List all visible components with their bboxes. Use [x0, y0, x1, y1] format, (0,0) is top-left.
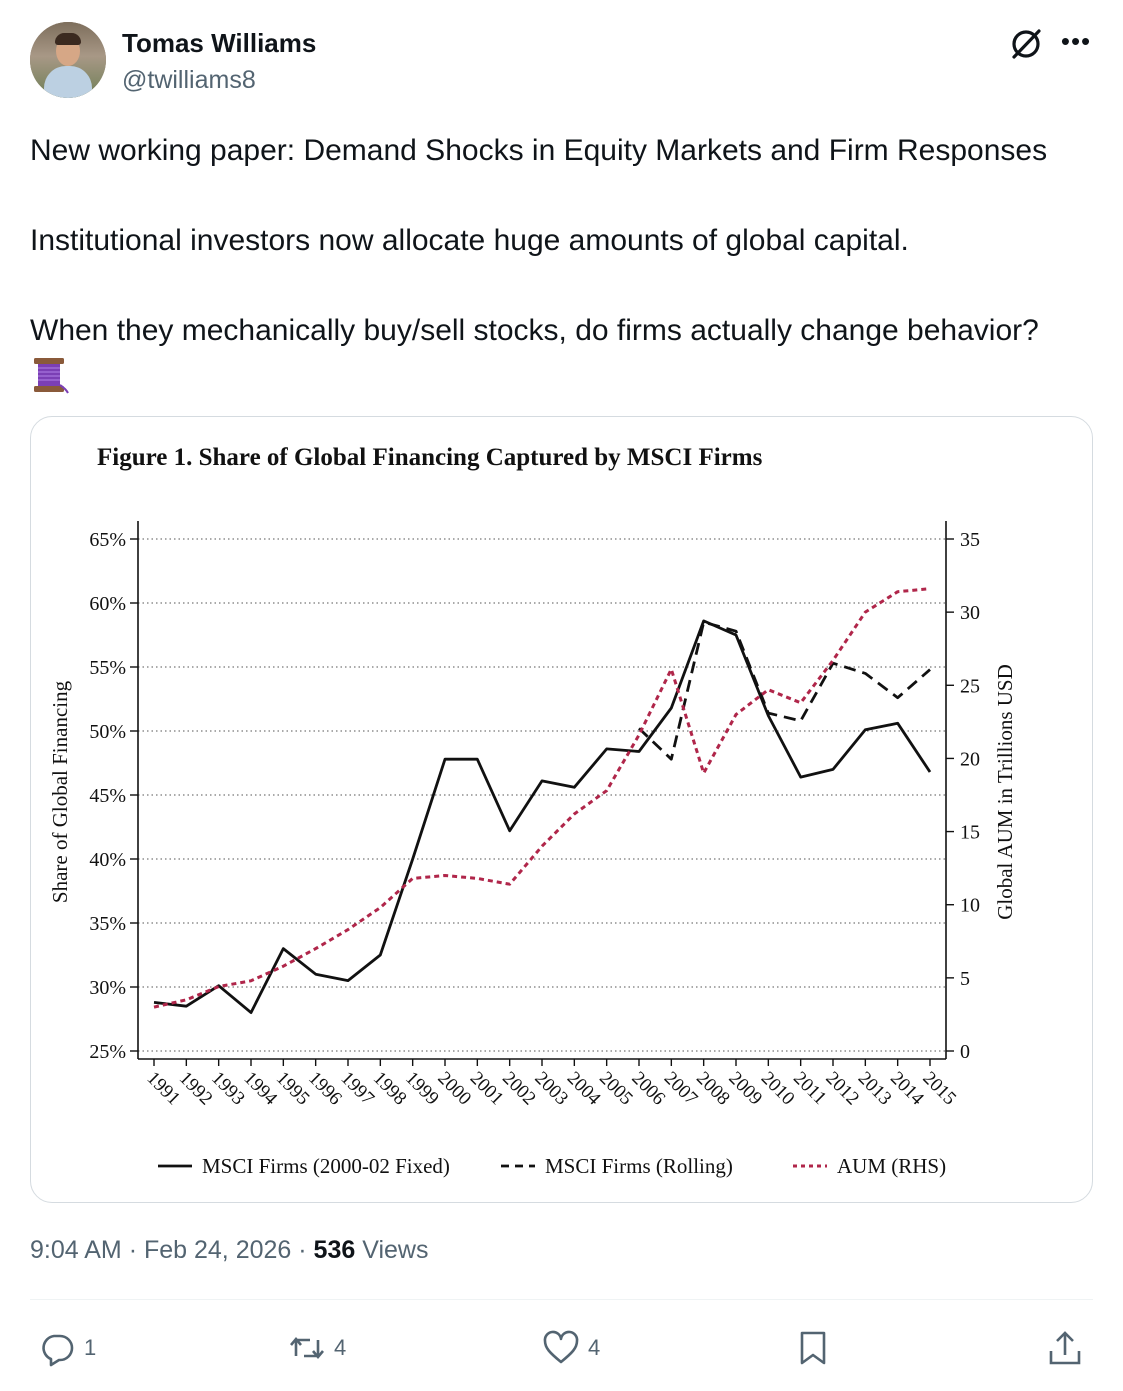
series-line-3 — [153, 587, 931, 1009]
tweet-date[interactable]: Feb 24, 2026 — [143, 1236, 292, 1264]
share-icon — [1049, 1331, 1081, 1365]
x-tick-label: 2011 — [789, 1068, 830, 1109]
x-tick-label: 1994 — [239, 1068, 281, 1110]
y-tick-label: 60% — [89, 593, 126, 615]
x-tick-label: 1996 — [304, 1068, 346, 1110]
x-tick-label: 2009 — [724, 1068, 766, 1110]
bookmark-icon — [800, 1331, 826, 1365]
x-tick-label: 2002 — [498, 1068, 540, 1110]
y-tick-label: 65% — [89, 529, 126, 551]
y2-axis-label: Global AUM in Trillions USD — [993, 664, 1017, 920]
tweet-line-2: Institutional investors now allocate hug… — [30, 224, 909, 257]
series-line-1 — [153, 619, 932, 1014]
y2-tick-label: 15 — [960, 822, 980, 844]
x-tick-label: 2012 — [821, 1068, 863, 1110]
y2-tick-label: 25 — [960, 675, 980, 697]
chart-card[interactable]: Figure 1. Share of Global Financing Capt… — [30, 416, 1093, 1203]
y-tick-label: 40% — [89, 849, 126, 871]
x-tick-label: 2004 — [563, 1068, 605, 1110]
x-tick-label: 1995 — [272, 1068, 314, 1110]
legend-label-1: MSCI Firms (2000-02 Fixed) — [202, 1154, 450, 1178]
grok-icon[interactable] — [1008, 26, 1044, 62]
views-count: 536 — [313, 1236, 356, 1264]
tweet-time[interactable]: 9:04 AM — [30, 1236, 122, 1264]
x-tick-label: 2013 — [854, 1068, 896, 1110]
divider — [30, 1299, 1093, 1300]
like-icon — [543, 1330, 579, 1364]
y-tick-label: 25% — [89, 1041, 126, 1063]
avatar[interactable] — [30, 22, 106, 98]
x-tick-label: 2003 — [530, 1068, 572, 1110]
x-tick-label: 2000 — [433, 1068, 475, 1110]
retweet-count: 4 — [334, 1335, 347, 1360]
x-tick-label: 1991 — [142, 1068, 184, 1110]
x-tick-label: 2005 — [595, 1068, 637, 1110]
chart-legend: MSCI Firms (2000-02 Fixed) MSCI Firms (Ro… — [158, 1154, 946, 1178]
bookmark-button[interactable] — [794, 1320, 832, 1376]
x-tick-label: 1999 — [401, 1068, 443, 1110]
legend-label-3: AUM (RHS) — [837, 1154, 946, 1178]
x-tick-label: 1998 — [369, 1068, 411, 1110]
y-tick-label: 45% — [89, 785, 126, 807]
author-handle[interactable]: @twilliams8 — [122, 66, 256, 94]
x-tick-label: 1997 — [336, 1068, 378, 1110]
share-button[interactable] — [1046, 1320, 1084, 1376]
x-tick-label: 2014 — [886, 1068, 928, 1110]
x-tick-label: 2001 — [466, 1068, 508, 1110]
tweet-line-1: New working paper: Demand Shocks in Equi… — [30, 134, 1048, 167]
y-tick-label: 35% — [89, 913, 126, 935]
y2-tick-label: 30 — [960, 602, 980, 624]
tweet-meta: 9:04 AM · Feb 24, 2026 · 536 Views — [30, 1236, 429, 1264]
legend-label-2: MSCI Firms (Rolling) — [545, 1154, 733, 1178]
author-name[interactable]: Tomas Williams — [122, 28, 317, 58]
chart: Figure 1. Share of Global Financing Capt… — [48, 444, 1017, 1178]
x-tick-label: 2008 — [692, 1068, 734, 1110]
x-tick-label: 2006 — [627, 1068, 669, 1110]
x-tick-label: 2007 — [660, 1068, 702, 1110]
like-button[interactable]: 4 — [542, 1320, 600, 1376]
x-tick-label: 2015 — [918, 1068, 960, 1110]
y2-tick-label: 20 — [960, 748, 980, 770]
more-icon[interactable]: ••• — [1060, 26, 1092, 56]
y-axis-label: Share of Global Financing — [48, 680, 72, 903]
x-tick-label: 2010 — [757, 1068, 799, 1110]
y2-tick-label: 0 — [960, 1041, 970, 1063]
tweet-text: New working paper: Demand Shocks in Equi… — [30, 128, 1105, 395]
y2-tick-label: 10 — [960, 895, 980, 917]
reply-count: 1 — [84, 1335, 97, 1360]
series-line-2 — [638, 620, 931, 761]
reply-icon — [42, 1334, 74, 1367]
y-tick-label: 55% — [89, 657, 126, 679]
y2-tick-label: 5 — [960, 968, 970, 990]
x-tick-label: 1992 — [175, 1068, 217, 1110]
retweet-button[interactable]: 4 — [288, 1320, 346, 1376]
tweet-header: Tomas Williams @twilliams8 ••• — [30, 22, 1100, 102]
y-tick-label: 50% — [89, 721, 126, 743]
tweet-line-3: When they mechanically buy/sell stocks, … — [30, 314, 1039, 347]
action-bar: 1 4 4 — [30, 1320, 1093, 1380]
y2-tick-label: 35 — [960, 529, 980, 551]
retweet-icon — [290, 1336, 324, 1360]
thread-spool-icon — [34, 358, 69, 394]
reply-button[interactable]: 1 — [38, 1320, 96, 1376]
views-label: Views — [362, 1236, 429, 1264]
like-count: 4 — [588, 1335, 601, 1360]
x-tick-label: 1993 — [207, 1068, 249, 1110]
y-tick-label: 30% — [89, 977, 126, 999]
chart-title: Figure 1. Share of Global Financing Capt… — [97, 444, 763, 471]
